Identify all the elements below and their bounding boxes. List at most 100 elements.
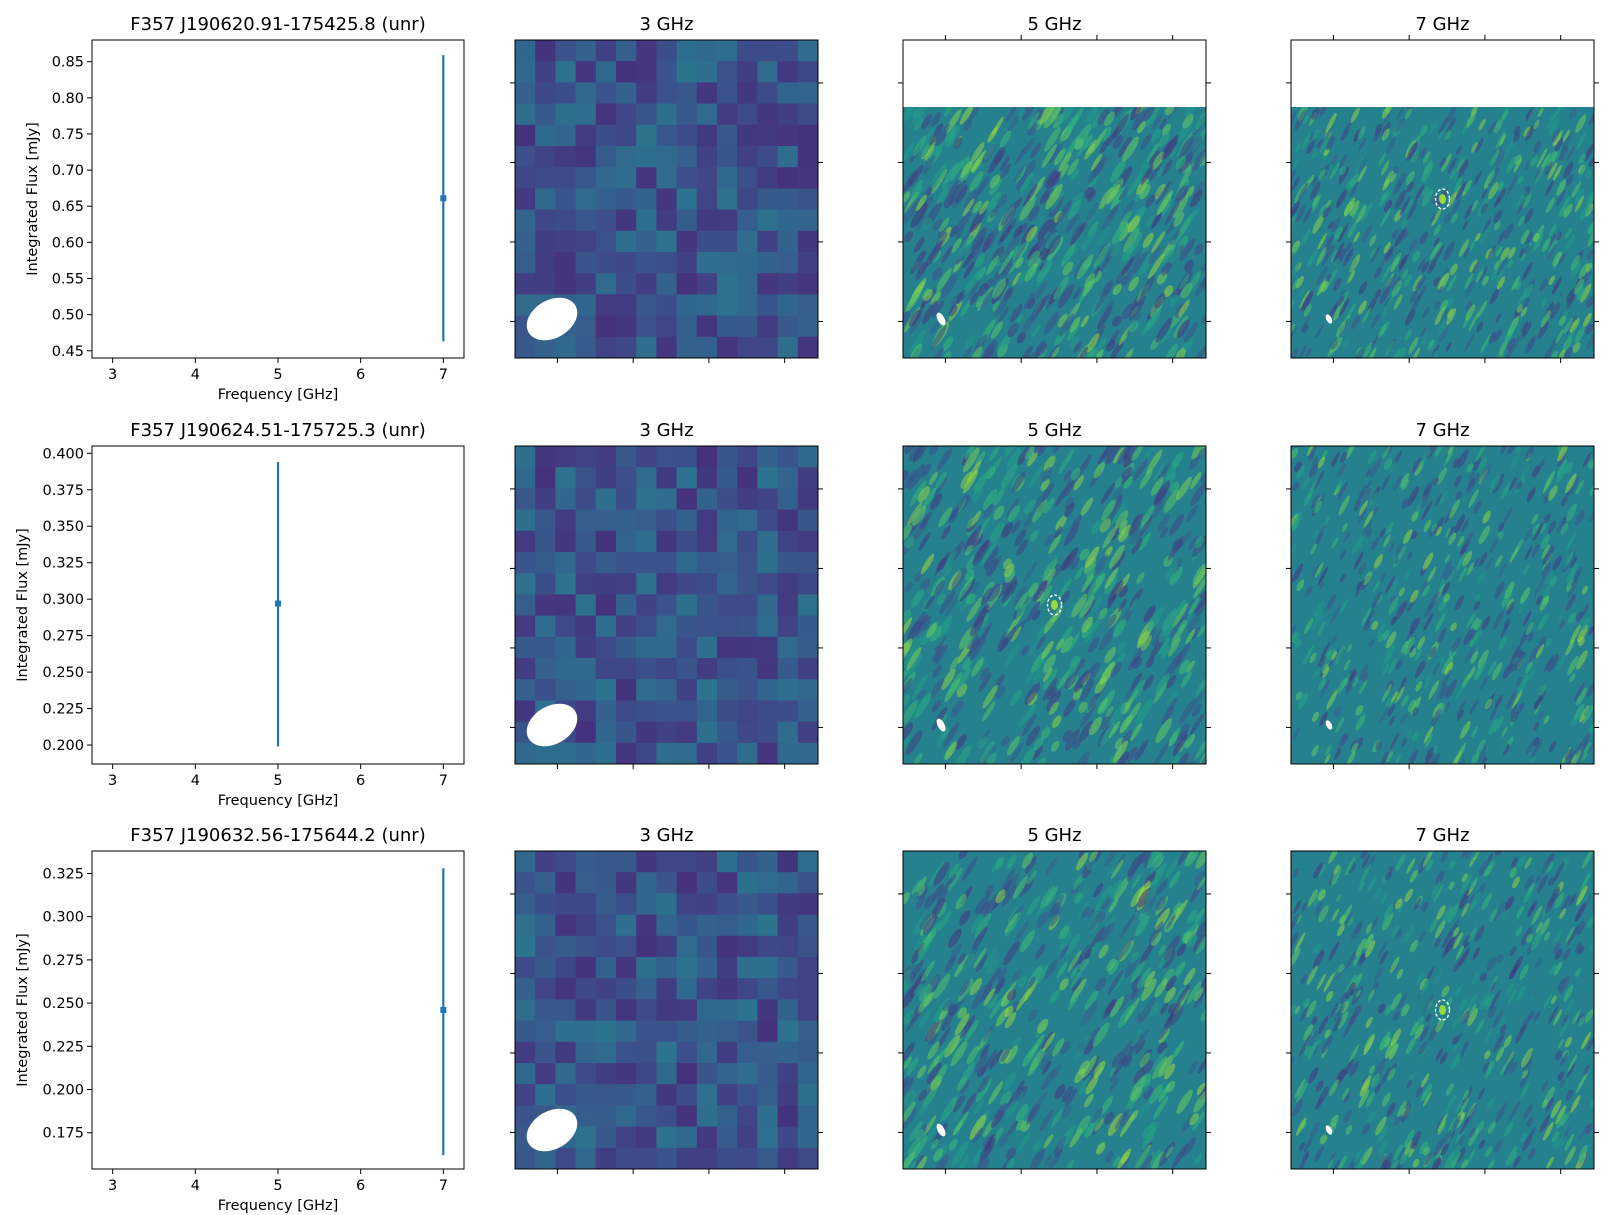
image-title: 5 GHz <box>1027 14 1081 35</box>
image-panel-r3-7ghz: 7 GHz <box>1286 825 1599 1174</box>
spectrum-title: F357 J190632.56-175644.2 (unr) <box>130 825 425 846</box>
image-map <box>515 40 818 358</box>
image-title: 7 GHz <box>1415 825 1469 846</box>
image-panel-r2-7ghz: 7 GHz <box>1286 420 1599 769</box>
data-point <box>440 195 447 202</box>
x-axis-label: Frequency [GHz] <box>218 1198 339 1214</box>
y-tick-label: 0.200 <box>42 1083 84 1099</box>
image-frame <box>902 850 1207 1170</box>
x-tick-label: 6 <box>356 367 365 383</box>
image-panel-r3-5ghz: 5 GHz <box>898 825 1211 1174</box>
x-tick-label: 7 <box>439 367 448 383</box>
source-peak <box>1051 600 1058 610</box>
image-frame <box>514 850 819 1170</box>
image-panel-r3-3ghz: 3 GHz <box>510 825 823 1174</box>
image-title: 3 GHz <box>639 14 693 35</box>
y-tick-label: 0.300 <box>42 910 84 926</box>
x-tick-label: 5 <box>273 1178 282 1194</box>
spectrum-panel-1: F357 J190620.91-175425.8 (unr) 3 4 5 6 7 0.45 0… <box>25 14 465 403</box>
image-frame <box>1290 850 1595 1170</box>
x-tick-label: 4 <box>191 367 200 383</box>
image-frame <box>1290 445 1595 765</box>
spectrum-panel-2: F357 J190624.51-175725.3 (unr) 3 4 5 6 7 0.200… <box>15 420 465 809</box>
beam-ellipse <box>936 718 946 732</box>
y-tick-label: 0.65 <box>52 199 84 215</box>
image-map <box>515 851 818 1169</box>
y-tick-label: 0.275 <box>42 629 84 645</box>
y-tick-label: 0.80 <box>52 91 84 107</box>
image-map <box>903 851 1206 1169</box>
image-frame <box>902 39 1207 359</box>
blank-region <box>903 40 1206 107</box>
x-tick-label: 4 <box>191 773 200 789</box>
x-tick-label: 4 <box>191 1178 200 1194</box>
image-frame <box>902 445 1207 765</box>
beam-ellipse <box>1325 314 1333 324</box>
x-tick-label: 3 <box>108 773 117 789</box>
image-panel-r1-7ghz: 7 GHz <box>1286 14 1599 363</box>
x-tick-label: 3 <box>108 367 117 383</box>
y-tick-label: 0.85 <box>52 55 84 71</box>
beam-ellipse <box>936 1123 946 1137</box>
image-frame <box>1290 39 1595 359</box>
beam-ellipse <box>526 703 578 747</box>
y-tick-label: 0.70 <box>52 163 84 179</box>
y-tick-label: 0.275 <box>42 953 84 969</box>
y-tick-label: 0.50 <box>52 308 84 324</box>
y-tick-label: 0.375 <box>42 483 84 499</box>
blank-region <box>1291 40 1594 107</box>
x-tick-label: 6 <box>356 1178 365 1194</box>
x-tick-label: 5 <box>273 773 282 789</box>
y-tick-label: 0.55 <box>52 272 84 288</box>
x-tick-label: 7 <box>439 773 448 789</box>
y-axis-label: Integrated Flux [mJy] <box>15 933 31 1087</box>
image-title: 3 GHz <box>639 825 693 846</box>
source-peak <box>1439 1005 1446 1015</box>
spectrum-panel-3: F357 J190632.56-175644.2 (unr) 3 4 5 6 7 0.175… <box>15 825 465 1214</box>
y-tick-label: 0.60 <box>52 235 84 251</box>
beam-ellipse <box>526 297 578 341</box>
y-tick-label: 0.225 <box>42 1039 84 1055</box>
image-title: 7 GHz <box>1415 14 1469 35</box>
spectrum-axes-frame <box>91 850 465 1170</box>
y-tick-label: 0.200 <box>42 738 84 754</box>
x-axis-label: Frequency [GHz] <box>218 793 339 809</box>
y-tick-label: 0.175 <box>42 1126 84 1142</box>
y-tick-label: 0.250 <box>42 996 84 1012</box>
y-tick-label: 0.400 <box>42 446 84 462</box>
y-tick-label: 0.300 <box>42 592 84 608</box>
source-peak <box>1439 194 1446 204</box>
spectrum-title: F357 J190620.91-175425.8 (unr) <box>130 14 425 35</box>
source-ring <box>1046 594 1063 616</box>
image-panel-r1-5ghz: 5 GHz <box>898 14 1211 363</box>
image-map <box>1291 40 1594 358</box>
y-tick-label: 0.45 <box>52 344 84 360</box>
image-panel-r2-5ghz: 5 GHz <box>898 420 1211 769</box>
y-tick-label: 0.325 <box>42 866 84 882</box>
image-frame <box>514 39 819 359</box>
beam-ellipse <box>1325 1125 1333 1135</box>
x-axis-label: Frequency [GHz] <box>218 387 339 403</box>
beam-ellipse <box>526 1108 578 1152</box>
y-tick-label: 0.75 <box>52 127 84 143</box>
image-title: 5 GHz <box>1027 825 1081 846</box>
y-axis-label: Integrated Flux [mJy] <box>15 528 31 682</box>
x-tick-label: 3 <box>108 1178 117 1194</box>
image-map <box>903 40 1206 358</box>
beam-ellipse <box>1325 720 1333 730</box>
image-panel-r1-3ghz: 3 GHz <box>510 14 823 363</box>
image-map <box>1291 446 1594 764</box>
spectrum-title: F357 J190624.51-175725.3 (unr) <box>130 420 425 441</box>
image-panel-r2-3ghz: 3 GHz <box>510 420 823 769</box>
y-axis-label: Integrated Flux [mJy] <box>25 122 41 276</box>
y-tick-label: 0.250 <box>42 665 84 681</box>
y-tick-label: 0.225 <box>42 702 84 718</box>
spectrum-axes-frame <box>91 39 465 359</box>
x-tick-label: 5 <box>273 367 282 383</box>
image-map <box>515 446 818 764</box>
x-tick-label: 7 <box>439 1178 448 1194</box>
beam-ellipse <box>936 312 946 326</box>
source-ring <box>1434 999 1451 1021</box>
source-ring <box>1434 188 1451 210</box>
